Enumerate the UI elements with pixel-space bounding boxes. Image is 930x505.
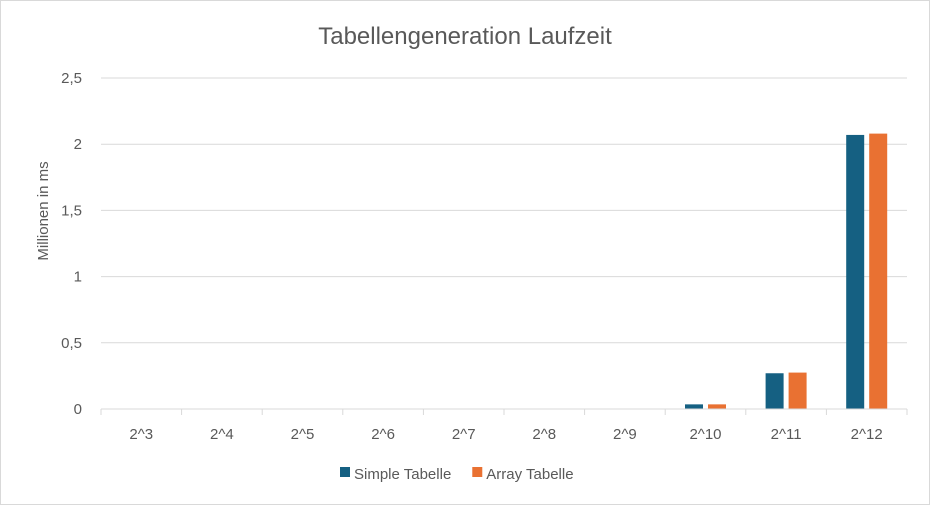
x-tick-label: 2^10 [689, 426, 721, 443]
x-tick-label: 2^7 [452, 426, 476, 443]
grid-lines [101, 77, 907, 344]
bar [685, 404, 703, 409]
x-axis-ticks: 2^3 2^4 2^5 2^6 2^7 2^8 2^9 2^10 2^11 2^12 [129, 426, 882, 443]
x-tick-label: 2^6 [371, 426, 395, 443]
y-axis-ticks: 0 0,5 1 1,5 2 2,5 [61, 70, 82, 418]
y-tick-label: 0 [74, 401, 82, 418]
x-tick-label: 2^3 [129, 426, 153, 443]
x-tick-label: 2^12 [851, 426, 883, 443]
legend: Simple Tabelle Array Tabelle [340, 466, 574, 483]
x-tick-label: 2^4 [210, 426, 234, 443]
x-tick-label: 2^8 [532, 426, 556, 443]
y-tick-label: 0,5 [61, 335, 82, 352]
y-axis-title: Millionen in ms [35, 161, 52, 260]
y-tick-label: 1 [74, 269, 82, 286]
chart-title: Tabellengeneration Laufzeit [318, 23, 612, 50]
legend-swatch [472, 467, 483, 477]
x-tick-label: 2^11 [771, 426, 802, 443]
x-tick-label: 2^5 [291, 426, 315, 443]
legend-label: Array Tabelle [486, 466, 573, 483]
y-tick-label: 2 [74, 136, 82, 153]
y-tick-label: 1,5 [61, 202, 82, 219]
x-tick-label: 2^9 [613, 426, 637, 443]
y-tick-label: 2,5 [61, 70, 82, 87]
bar [869, 133, 888, 409]
bar [846, 134, 865, 409]
bar [765, 373, 784, 409]
bar [708, 404, 726, 409]
legend-swatch [340, 467, 350, 477]
x-axis [100, 408, 908, 415]
legend-label: Simple Tabelle [354, 466, 451, 483]
bars [604, 133, 888, 409]
bar [788, 372, 807, 409]
